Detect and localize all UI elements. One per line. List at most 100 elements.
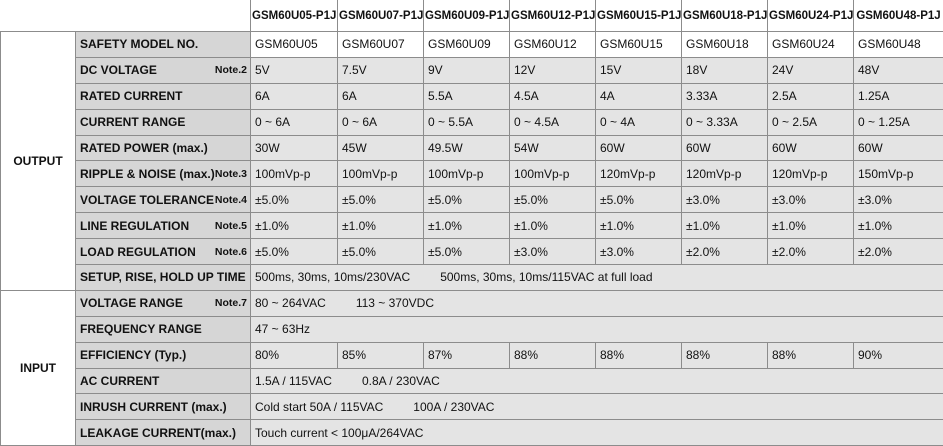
param-label: RIPPLE & NOISE (max.) Note.3 bbox=[75, 160, 251, 188]
spec-row: DC VOLTAGE Note.2 5V 7.5V 9V 12V 15V 18V 24V 48V bbox=[1, 56, 943, 84]
value-cell: 60W bbox=[681, 134, 768, 162]
value-cell: 2.5A bbox=[767, 82, 854, 110]
value-cell: ±5.0% bbox=[250, 238, 338, 266]
group-label: INPUT bbox=[0, 289, 76, 446]
value-cell: 60W bbox=[853, 134, 943, 162]
value-cell: 15V bbox=[595, 56, 682, 84]
text-segment: 500ms, 30ms, 10ms/230VAC bbox=[255, 270, 411, 285]
value-cell: 0 ~ 6A bbox=[250, 108, 338, 136]
spec-row: RATED POWER (max.) 30W 45W 49.5W 54W 60W 60W 60… bbox=[1, 134, 943, 162]
value-cell: 88% bbox=[681, 341, 768, 369]
value-cell: ±1.0% bbox=[337, 212, 424, 240]
value-cell: 80% bbox=[250, 341, 338, 369]
value-cell: 48V bbox=[853, 56, 943, 84]
value-cell: 60W bbox=[595, 134, 682, 162]
spec-row: EFFICIENCY (Typ.) 80% 85% 87% 88% 88% 88% 88% 90… bbox=[1, 341, 943, 369]
spec-row: LINE REGULATION Note.5 ±1.0% ±1.0% ±1.0% ±1.0… bbox=[1, 212, 943, 240]
value-cell: 18V bbox=[681, 56, 768, 84]
spec-row: RATED CURRENT 6A 6A 5.5A 4.5A 4A 3.33A 2.5A 1.25… bbox=[1, 82, 943, 110]
text-segment: 100A / 230VAC bbox=[413, 399, 495, 414]
param-text: SETUP, RISE, HOLD UP TIME bbox=[80, 270, 246, 285]
text-segment: 80 ~ 264VAC bbox=[255, 296, 326, 311]
value-cell: 90% bbox=[853, 341, 943, 369]
value-cell: 0 ~ 2.5A bbox=[767, 108, 854, 136]
value-cell: 24V bbox=[767, 56, 854, 84]
group-label: OUTPUT bbox=[0, 31, 76, 291]
note: Note.7 bbox=[214, 297, 247, 310]
value-cell: 4.5A bbox=[509, 82, 596, 110]
value-cell: ±5.0% bbox=[423, 186, 510, 214]
value-cell: ±5.0% bbox=[337, 186, 424, 214]
spec-row: INRUSH CURRENT (max.) Cold start 50A / 11… bbox=[1, 393, 943, 421]
param-label: DC VOLTAGE Note.2 bbox=[75, 56, 251, 84]
span-cell: 80 ~ 264VAC 113 ~ 370VDC bbox=[250, 289, 943, 317]
param-text: RATED CURRENT bbox=[80, 89, 183, 104]
value-cell: 87% bbox=[423, 341, 510, 369]
value-cell: 0 ~ 3.33A bbox=[681, 108, 768, 136]
text-segment: Cold start 50A / 115VAC bbox=[255, 399, 384, 414]
value-cell: GSM60U48 bbox=[853, 31, 943, 58]
value-cell: GSM60U18 bbox=[681, 31, 768, 58]
spec-row: LOAD REGULATION Note.6 ±5.0% ±5.0% ±5.0% ±3.0… bbox=[1, 238, 943, 266]
value-cell: 100mVp-p bbox=[337, 160, 424, 188]
value-cell: ±1.0% bbox=[509, 212, 596, 240]
param-label: EFFICIENCY (Typ.) bbox=[75, 341, 251, 369]
value-cell: 88% bbox=[767, 341, 854, 369]
span-cell: 47 ~ 63Hz bbox=[250, 315, 943, 343]
param-label: SAFETY MODEL NO. bbox=[75, 31, 251, 58]
value-cell: GSM60U05 bbox=[250, 31, 338, 58]
spec-row: RIPPLE & NOISE (max.) Note.3 100mVp-p 100mV… bbox=[1, 160, 943, 188]
value-cell: 1.25A bbox=[853, 82, 943, 110]
model-header: GSM60U12-P1J bbox=[509, 0, 596, 32]
param-label: RATED POWER (max.) bbox=[75, 134, 251, 162]
value-cell: 120mVp-p bbox=[767, 160, 854, 188]
param-label: LINE REGULATION Note.5 bbox=[75, 212, 251, 240]
spec-row: SETUP, RISE, HOLD UP TIME 500ms, 30ms, 10… bbox=[1, 264, 943, 291]
param-text: FREQUENCY RANGE bbox=[80, 322, 202, 337]
param-text: LOAD REGULATION bbox=[80, 244, 196, 259]
corner-cell bbox=[0, 0, 251, 32]
value-cell: ±3.0% bbox=[681, 186, 768, 214]
value-cell: ±1.0% bbox=[767, 212, 854, 240]
spec-row: AC CURRENT 1.5A / 115VAC 0.8A / 230VAC bbox=[1, 367, 943, 395]
text-segment: 113 ~ 370VDC bbox=[355, 296, 434, 311]
value-cell: 7.5V bbox=[337, 56, 424, 84]
spec-row: LEAKAGE CURRENT(max.) Touch current < 100… bbox=[1, 419, 943, 446]
value-cell: 100mVp-p bbox=[250, 160, 338, 188]
value-cell: GSM60U12 bbox=[509, 31, 596, 58]
value-cell: ±5.0% bbox=[337, 238, 424, 266]
value-cell: 60W bbox=[767, 134, 854, 162]
header-row: GSM60U05-P1J GSM60U07-P1J GSM60U09-P1J GSM6… bbox=[0, 0, 943, 32]
model-header: GSM60U18-P1J bbox=[681, 0, 768, 32]
value-cell: 9V bbox=[423, 56, 510, 84]
value-cell: ±5.0% bbox=[595, 186, 682, 214]
text-segment: 500ms, 30ms, 10ms/115VAC at full load bbox=[440, 270, 653, 285]
value-cell: ±5.0% bbox=[250, 186, 338, 214]
model-header: GSM60U09-P1J bbox=[423, 0, 510, 32]
value-cell: 88% bbox=[509, 341, 596, 369]
value-cell: 4A bbox=[595, 82, 682, 110]
value-cell: 0 ~ 4.5A bbox=[509, 108, 596, 136]
text-segment: 0.8A / 230VAC bbox=[361, 374, 440, 389]
param-text: RIPPLE & NOISE (max.) bbox=[80, 166, 215, 181]
param-label: LOAD REGULATION Note.6 bbox=[75, 238, 251, 266]
param-text: SAFETY MODEL NO. bbox=[80, 37, 199, 52]
spec-row: INPUT VOLTAGE RANGE Note.7 80 ~ 264VAC 113 ~… bbox=[0, 289, 943, 446]
value-cell: 5V bbox=[250, 56, 338, 84]
value-cell: 0 ~ 1.25A bbox=[853, 108, 943, 136]
value-cell: ±1.0% bbox=[250, 212, 338, 240]
param-text: LINE REGULATION bbox=[80, 218, 190, 233]
value-cell: ±3.0% bbox=[509, 238, 596, 266]
note: Note.2 bbox=[214, 64, 247, 77]
span-cell: Touch current < 100μA/264VAC bbox=[250, 419, 943, 446]
spec-row: VOLTAGE TOLERANCE Note.4 ±5.0% ±5.0% ±5.0% ±5… bbox=[1, 186, 943, 214]
value-cell: ±3.0% bbox=[767, 186, 854, 214]
model-header: GSM60U48-P1J bbox=[853, 0, 943, 32]
param-label: VOLTAGE RANGE Note.7 bbox=[75, 289, 251, 317]
value-cell: 3.33A bbox=[681, 82, 768, 110]
param-text: VOLTAGE RANGE bbox=[80, 296, 183, 311]
value-cell: ±2.0% bbox=[681, 238, 768, 266]
value-cell: 54W bbox=[509, 134, 596, 162]
value-cell: ±3.0% bbox=[595, 238, 682, 266]
span-cell: 1.5A / 115VAC 0.8A / 230VAC bbox=[250, 367, 943, 395]
